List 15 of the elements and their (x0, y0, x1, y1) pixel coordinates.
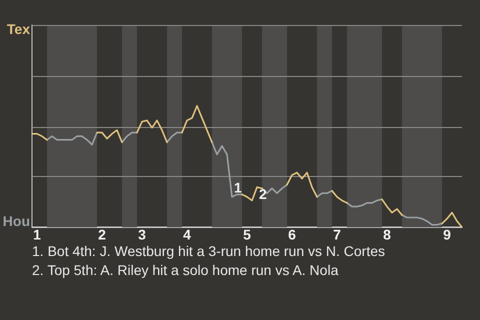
x-tick-label: 7 (333, 226, 342, 242)
x-tick-label: 3 (138, 226, 146, 242)
x-tick-label: 1 (33, 226, 42, 242)
annotation: 2 (259, 186, 267, 202)
x-tick-label: 4 (183, 226, 192, 242)
annotation: 1 (234, 180, 242, 196)
text: Tex (6, 20, 30, 37)
x-tick-label: 2 (98, 226, 106, 242)
x-tick-label: 8 (383, 226, 392, 242)
text: 1. Bot 4th: J. Westburg hit a 3-run home run vs N. Cortes (32, 242, 386, 261)
x-tick-label: 5 (243, 226, 252, 242)
x-tick-label: 6 (288, 226, 296, 242)
x-tick-label: 9 (443, 226, 452, 242)
text: 2. Top 5th: A. Riley hit a solo home run vs A. Nola (32, 261, 340, 280)
text: Hou (2, 213, 30, 230)
